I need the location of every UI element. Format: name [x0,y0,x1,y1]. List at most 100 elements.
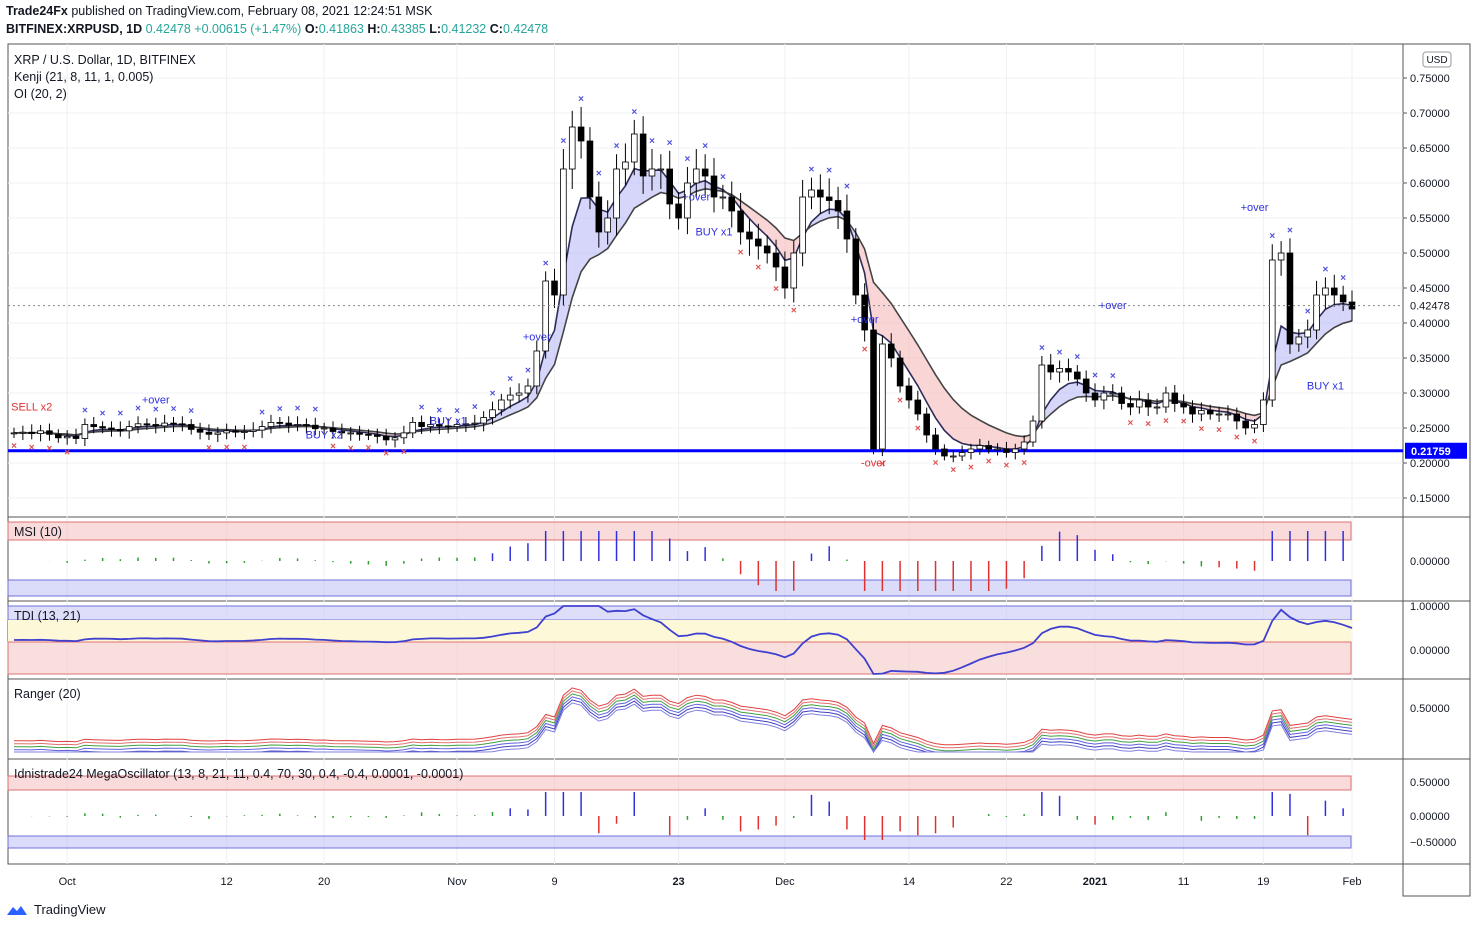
candle-body [382,435,390,441]
kenji-cloud [1325,304,1335,335]
low-label: L: [429,22,442,36]
candle-body [613,168,620,219]
x-tick-label: 23 [672,876,684,888]
candle-body [763,245,771,254]
signal-cross: × [1181,417,1187,428]
currency-label: USD [1426,55,1447,66]
candle-body [622,161,629,170]
signal-cross: × [596,169,602,180]
x-tick-label: 22 [1000,876,1012,888]
signal-cross: × [135,403,141,414]
footer-brand[interactable]: TradingView [34,902,106,917]
candle-body [958,452,966,457]
signal-cross: × [419,403,425,414]
candle-body [834,200,842,212]
signal-cross: × [436,405,442,416]
y-tick-label: 0.40000 [1410,318,1450,330]
candle-body [409,421,417,434]
signal-cross: × [1216,425,1222,436]
candle-body [1153,406,1161,409]
candle-body [772,252,780,268]
candle-body [808,189,815,198]
candle-body [37,430,44,434]
candle-body [28,431,36,435]
candle-body [896,357,904,387]
signal-cross: × [933,458,939,469]
signal-marker: +over [523,332,551,344]
y-tick-label: 0.20000 [1410,458,1450,470]
candle-body [1242,420,1249,429]
signal-cross: × [206,443,212,454]
symbol-label: BITFINEX:XRPUSD, 1D [6,22,143,36]
candle-body [879,343,886,450]
x-tick-label: 12 [221,876,233,888]
signal-cross: × [507,374,513,385]
mega-lower-band [7,835,1352,849]
candle-body [338,431,346,434]
tdi-lower-band [7,641,1352,675]
candle-body [258,426,266,431]
candle-body [577,126,585,142]
candle-body [737,210,744,233]
candle-body [843,210,851,240]
ranger-line [14,702,1353,753]
signal-cross: × [295,403,301,414]
signal-cross: × [667,138,673,149]
candle-body [941,448,948,457]
candle-body [1074,371,1081,380]
candle-body [994,448,1001,451]
ranger-line [13,693,1353,752]
signal-cross: × [755,263,761,274]
kenji-cloud [740,200,750,219]
signal-cross: × [543,258,549,269]
tradingview-logo-icon [7,905,27,915]
candle-body [1091,392,1099,401]
candle-body [161,422,168,427]
candle-body [604,217,611,233]
signal-cross: × [702,141,708,152]
signal-cross: × [401,447,407,458]
candle-body [187,424,195,430]
candle-body [701,168,709,177]
candle-body [967,448,975,453]
candle-body [1180,403,1187,408]
candle-body [1224,413,1232,416]
kenji-cloud [572,198,582,298]
low-value: 0.41232 [441,22,487,36]
candle-body [506,394,514,401]
signal-cross: × [312,405,318,416]
candle-body [746,231,753,240]
y-tick-label: 0.65000 [1410,143,1450,155]
open-value: 0.41863 [318,22,364,36]
candle-body [99,426,106,429]
kenji-cloud [935,374,945,431]
signal-cross: × [791,305,797,316]
kenji-cloud [1006,432,1016,450]
candle-body [1295,336,1303,345]
ranger-line [13,696,1353,754]
candle-body [125,426,133,432]
ranger-line [13,687,1353,746]
open-label: O: [304,22,319,36]
y-tick-label: 0.35000 [1410,353,1450,365]
msi-lower-band [7,579,1352,597]
candle-body [684,182,691,219]
signal-cross: × [383,448,389,459]
kenji-cloud [962,408,971,446]
high-label: H: [367,22,381,36]
signal-cross: × [1128,418,1134,429]
tdi-upper-band [7,605,1352,621]
publisher-name[interactable]: Trade24Fx [6,4,68,18]
candle-body [1127,403,1134,408]
signal-cross: × [968,462,974,473]
kenji-cloud [554,276,564,365]
candle-body [595,196,603,233]
candle-body [498,399,505,411]
signal-cross: × [950,465,956,476]
signal-cross: × [1163,416,1169,427]
candle-body [1268,259,1276,401]
mega-y-label-bottom: −0.50000 [1410,837,1456,849]
candle-body [861,294,868,331]
candle-body [391,437,399,441]
